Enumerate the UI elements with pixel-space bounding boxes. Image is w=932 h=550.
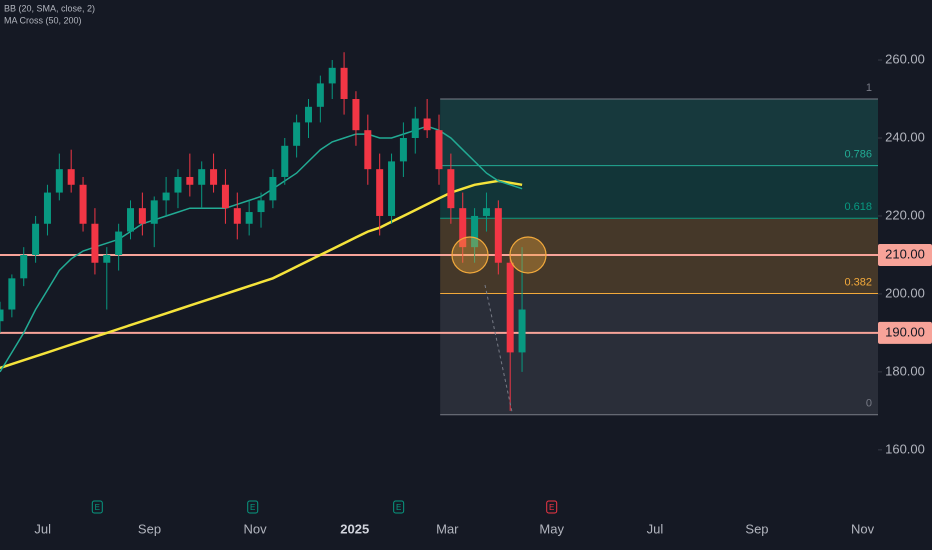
y-tick-label: 220.00 [885, 207, 925, 222]
x-tick-label: Nov [851, 521, 875, 536]
fib-zone [440, 293, 878, 415]
candle-body [388, 161, 396, 216]
candle-body [518, 309, 526, 353]
event-icon [91, 500, 103, 514]
candle-body [447, 169, 455, 209]
x-tick-label: Mar [436, 521, 459, 536]
candle-body [103, 254, 111, 263]
highlight-circle [451, 236, 489, 274]
fib-zone [440, 99, 878, 166]
candle-body [186, 176, 194, 185]
candle-body [162, 192, 170, 201]
candle-body [352, 99, 360, 131]
ma-line [0, 179, 523, 370]
indicator-label: BB (20, SMA, close, 2) [4, 3, 95, 13]
x-tick-label: Sep [745, 521, 768, 536]
candle-body [91, 223, 99, 263]
price-badge [878, 243, 932, 266]
event-label: E [549, 503, 554, 512]
y-tick-label: 200.00 [885, 285, 925, 300]
fib-layer: 1 0.786 0.618 0.382 0 [440, 82, 878, 416]
candle-body [471, 215, 479, 248]
candle-body [221, 184, 229, 209]
x-tick-label: 2025 [340, 521, 369, 536]
candle-body [399, 137, 407, 162]
candle-body [364, 130, 372, 170]
candle-body [459, 208, 467, 248]
candle-body [411, 118, 419, 138]
price-badge-label: 210.00 [885, 246, 925, 261]
fib-level-label: 0.382 [844, 276, 872, 288]
x-tick-label: Nov [244, 521, 268, 536]
candle-body [20, 254, 28, 279]
candle-body [198, 169, 206, 185]
price-badge [878, 321, 932, 344]
price-badge-label: 190.00 [885, 324, 925, 339]
event-icon [546, 500, 558, 514]
candle-body [115, 231, 123, 255]
candle-body [293, 122, 301, 146]
event-icon [247, 500, 259, 514]
candle-body [316, 83, 324, 107]
event-label: E [250, 503, 255, 512]
candle-body [257, 200, 265, 213]
candle-body [304, 106, 312, 123]
fib-zone [440, 165, 878, 219]
fib-level-label: 0.786 [844, 149, 872, 161]
candle-body [494, 208, 502, 263]
x-tick-label: Jul [34, 521, 51, 536]
candle-body [281, 145, 289, 177]
x-tick-label: Sep [138, 521, 161, 536]
fib-trend-line [484, 284, 513, 413]
y-tick-label: 260.00 [885, 51, 925, 66]
candle-body [138, 208, 146, 224]
candle-body [32, 223, 40, 255]
indicator-label: MA Cross (50, 200) [4, 15, 82, 25]
x-tick-label: Jul [647, 521, 664, 536]
candle-body [233, 208, 241, 224]
candle-body [328, 67, 336, 84]
candle-body [79, 184, 87, 224]
candle-body [435, 130, 443, 170]
candle-body [210, 169, 218, 185]
candle-body [423, 118, 431, 131]
fib-level-label: 0.618 [844, 201, 872, 213]
candle-body [127, 208, 135, 232]
candle-body [506, 262, 514, 353]
candle-body [245, 212, 253, 224]
event-label: E [396, 503, 401, 512]
y-tick-label: 180.00 [885, 363, 925, 378]
candle-body [150, 200, 158, 224]
candle-body [67, 169, 75, 185]
event-label: E [95, 503, 100, 512]
candle-body [269, 176, 277, 201]
candle-body [482, 208, 490, 216]
fib-level-label: 0 [866, 398, 872, 410]
axis-layer: 260.00 240.00 220.00 200.00 180.00 160.00 Jul S… [34, 51, 932, 536]
candle-body [8, 278, 16, 310]
main-layer [0, 52, 878, 411]
candle-body [340, 67, 348, 100]
fib-level-label: 1 [866, 82, 872, 94]
candle-body [0, 309, 4, 322]
highlight-circle [509, 236, 547, 274]
candle-body [376, 169, 384, 216]
candle-body [43, 192, 51, 224]
y-tick-label: 240.00 [885, 129, 925, 144]
candle-body [55, 169, 63, 193]
y-tick-label: 160.00 [885, 441, 925, 456]
event-icon [393, 500, 405, 514]
x-tick-label: May [539, 521, 564, 536]
candle-body [174, 176, 182, 193]
